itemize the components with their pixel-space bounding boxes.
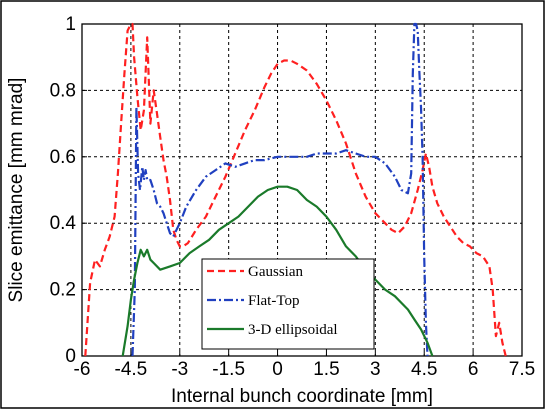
legend-label-gaussian: Gaussian [248, 264, 303, 280]
legend-label-flat-top: Flat-Top [248, 293, 299, 309]
axis-ticks: -6 -4.5 -3 -1.5 0 1.5 3 4.5 6 7.5 0 0.2 0.4 0.6 0.8 1 [50, 14, 536, 380]
series-lines [84, 22, 507, 357]
y-tick-label: 0.2 [50, 280, 76, 301]
x-tick-label: -6 [74, 359, 91, 380]
legend: Gaussian Flat-Top 3-D ellipsoidal [201, 258, 375, 350]
y-tick-label: 1 [65, 14, 76, 35]
y-tick-label: 0 [65, 346, 76, 367]
legend-box [201, 258, 375, 350]
x-tick-label: 7.5 [509, 359, 535, 380]
series-line-gaussian [84, 22, 507, 357]
legend-label-3-d-ellipsoidal: 3-D ellipsoidal [248, 322, 338, 338]
x-tick-label: -3 [171, 359, 188, 380]
y-tick-label: 0.6 [50, 147, 76, 168]
legend-items: Gaussian Flat-Top 3-D ellipsoidal [207, 264, 338, 338]
series-line-3-d-ellipsoidal [121, 185, 434, 357]
x-axis-label: Internal bunch coordinate [mm] [171, 386, 433, 407]
x-tick-label: 0 [272, 359, 283, 380]
plot-area-border [81, 23, 523, 357]
x-tick-label: -4.5 [115, 359, 148, 380]
series-line-flat-top [131, 22, 429, 357]
x-tick-label: 1.5 [313, 359, 339, 380]
x-tick-label: 6 [468, 359, 479, 380]
x-tick-label: -1.5 [212, 359, 245, 380]
y-tick-label: 0.4 [50, 213, 77, 234]
y-axis-label: Slice emittance [mm mrad] [6, 78, 27, 303]
y-tick-label: 0.8 [50, 80, 76, 101]
x-tick-label: 4.5 [411, 359, 437, 380]
x-tick-label: 3 [370, 359, 381, 380]
